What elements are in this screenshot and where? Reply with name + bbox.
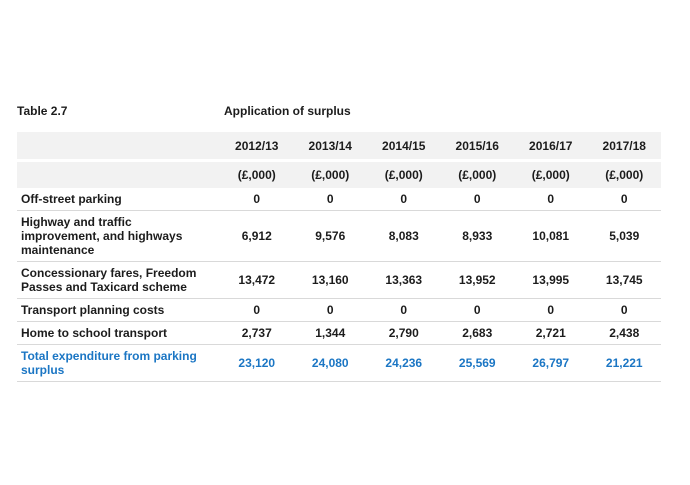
table-body: Off-street parking 0 0 0 0 0 0 Highway and traf… <box>17 188 661 382</box>
cell-value: 2,737 <box>220 321 294 345</box>
unit-header-row: (£,000) (£,000) (£,000) (£,000) (£,000) (£,00… <box>17 160 661 188</box>
row-label: Transport planning costs <box>17 298 220 322</box>
cell-value: 0 <box>293 188 367 211</box>
year-header-cell: 2015/16 <box>440 132 514 162</box>
cell-value: 26,797 <box>514 344 588 382</box>
cell-value: 0 <box>514 188 588 211</box>
cell-value: 2,438 <box>587 321 661 345</box>
cell-value: 0 <box>587 298 661 322</box>
cell-value: 0 <box>587 188 661 211</box>
unit-header-cell: (£,000) <box>440 160 514 188</box>
cell-value: 5,039 <box>587 210 661 262</box>
cell-value: 24,080 <box>293 344 367 382</box>
year-header-cell: 2016/17 <box>514 132 588 162</box>
cell-value: 0 <box>514 298 588 322</box>
cell-value: 0 <box>440 298 514 322</box>
cell-value: 24,236 <box>367 344 441 382</box>
cell-value: 13,952 <box>440 261 514 299</box>
table-caption: Application of surplus <box>224 104 351 118</box>
cell-value: 10,081 <box>514 210 588 262</box>
cell-value: 0 <box>220 188 294 211</box>
row-label: Total expenditure from parking surplus <box>17 344 220 382</box>
cell-value: 21,221 <box>587 344 661 382</box>
surplus-table: 2012/13 2013/14 2014/15 2015/16 2016/17 2017/… <box>17 132 661 382</box>
unit-header-cell: (£,000) <box>367 160 441 188</box>
cell-value: 6,912 <box>220 210 294 262</box>
cell-value: 2,683 <box>440 321 514 345</box>
table-row: Off-street parking 0 0 0 0 0 0 <box>17 188 661 211</box>
year-header-cell: 2013/14 <box>293 132 367 162</box>
header-corner-cell <box>17 132 220 162</box>
table-row: Concessionary fares, Freedom Passes and … <box>17 261 661 299</box>
cell-value: 25,569 <box>440 344 514 382</box>
cell-value: 9,576 <box>293 210 367 262</box>
cell-value: 13,160 <box>293 261 367 299</box>
unit-header-cell: (£,000) <box>220 160 294 188</box>
unit-header-cell: (£,000) <box>293 160 367 188</box>
year-header-cell: 2014/15 <box>367 132 441 162</box>
row-label: Off-street parking <box>17 188 220 211</box>
table-row: Transport planning costs 0 0 0 0 0 0 <box>17 298 661 322</box>
cell-value: 8,083 <box>367 210 441 262</box>
cell-value: 1,344 <box>293 321 367 345</box>
cell-value: 0 <box>293 298 367 322</box>
cell-value: 0 <box>367 188 441 211</box>
cell-value: 0 <box>440 188 514 211</box>
cell-value: 0 <box>367 298 441 322</box>
unit-header-cell: (£,000) <box>514 160 588 188</box>
row-label: Concessionary fares, Freedom Passes and … <box>17 261 220 299</box>
unit-header-cell: (£,000) <box>587 160 661 188</box>
table-row: Highway and traffic improvement, and hig… <box>17 210 661 262</box>
total-row: Total expenditure from parking surplus 23… <box>17 344 661 382</box>
cell-value: 13,745 <box>587 261 661 299</box>
year-header-row: 2012/13 2013/14 2014/15 2015/16 2016/17 2017/… <box>17 132 661 162</box>
header-corner-cell <box>17 160 220 188</box>
table-number: Table 2.7 <box>17 104 68 118</box>
row-label: Home to school transport <box>17 321 220 345</box>
table-header: 2012/13 2013/14 2014/15 2015/16 2016/17 2017/… <box>17 132 661 188</box>
year-header-cell: 2017/18 <box>587 132 661 162</box>
row-label: Highway and traffic improvement, and hig… <box>17 210 220 262</box>
table-section: Table 2.7 Application of surplus 2012/13… <box>17 104 661 382</box>
cell-value: 0 <box>220 298 294 322</box>
cell-value: 8,933 <box>440 210 514 262</box>
cell-value: 13,363 <box>367 261 441 299</box>
cell-value: 13,995 <box>514 261 588 299</box>
year-header-cell: 2012/13 <box>220 132 294 162</box>
table-title-row: Table 2.7 Application of surplus <box>17 104 661 118</box>
table-row: Home to school transport 2,737 1,344 2,790 2… <box>17 321 661 345</box>
cell-value: 23,120 <box>220 344 294 382</box>
cell-value: 2,790 <box>367 321 441 345</box>
cell-value: 2,721 <box>514 321 588 345</box>
cell-value: 13,472 <box>220 261 294 299</box>
